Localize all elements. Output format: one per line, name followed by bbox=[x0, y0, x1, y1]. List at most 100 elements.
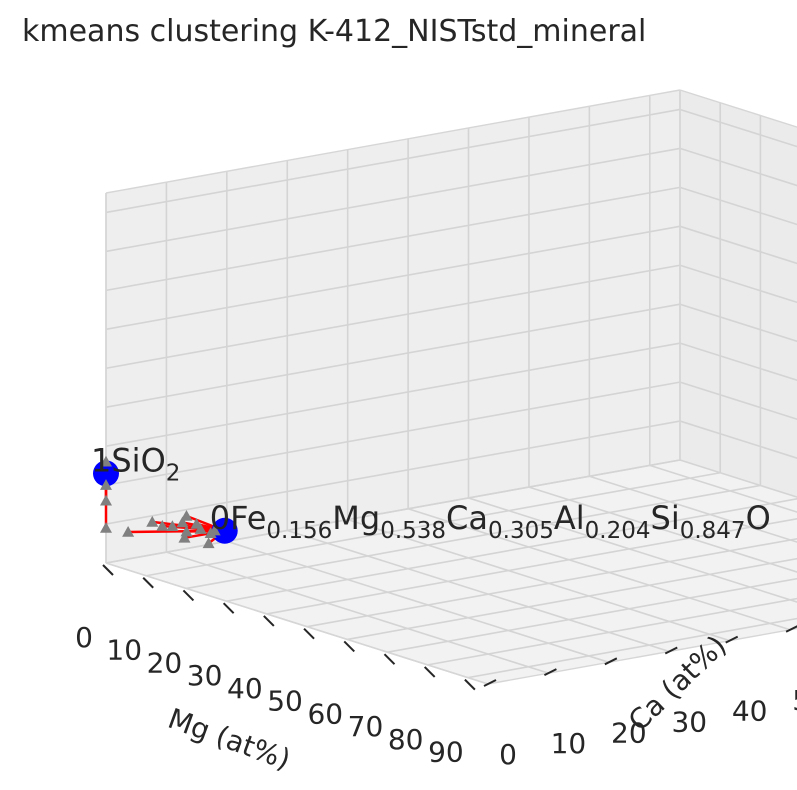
x-tick-label: 30 bbox=[187, 659, 223, 692]
centroid-label-0: 0Fe0.156Mg0.538Ca0.305Al0.204Si0.847O bbox=[210, 499, 771, 544]
grid-line-z-back bbox=[679, 381, 797, 421]
x-tick-mark bbox=[263, 615, 275, 627]
x-tick-mark bbox=[343, 640, 355, 653]
pane-edge bbox=[105, 562, 489, 685]
grid-line-z-left bbox=[105, 303, 681, 408]
pane-edge bbox=[105, 89, 681, 194]
grid-line-x-floor bbox=[427, 597, 797, 666]
centroid-marker bbox=[211, 517, 238, 544]
y-tick-mark bbox=[725, 635, 739, 644]
grid-line-z-left bbox=[105, 108, 681, 214]
grid-line-x-floor bbox=[266, 518, 797, 615]
grid-line-z-back bbox=[679, 147, 797, 187]
axis-panes bbox=[106, 90, 797, 684]
left-pane bbox=[106, 90, 680, 563]
grid-line-y-floor bbox=[287, 529, 670, 653]
chart-title: kmeans clustering K-412_NISTstd_mineral bbox=[22, 14, 647, 49]
centroid-marker bbox=[93, 460, 119, 487]
y-tick-mark bbox=[785, 625, 797, 633]
grid-line-y-floor bbox=[226, 540, 610, 664]
data-point-triangle bbox=[194, 523, 207, 534]
grid-line-z-left bbox=[105, 342, 681, 447]
data-point-triangle bbox=[100, 494, 112, 506]
grid-line-z-back bbox=[679, 186, 797, 226]
grid-line-z-left bbox=[105, 420, 681, 525]
grid-line-x-floor bbox=[387, 577, 797, 653]
y-tick-label: 40 bbox=[732, 695, 768, 728]
grid-lines bbox=[105, 89, 797, 685]
grid-line-z-back bbox=[679, 303, 797, 343]
pane-edge bbox=[487, 627, 797, 685]
y-tick-label: 20 bbox=[611, 716, 647, 749]
data-point-triangle bbox=[156, 520, 169, 531]
data-marks bbox=[93, 455, 238, 549]
grid-line-z-left bbox=[105, 225, 681, 331]
grid-line-z-back bbox=[679, 108, 797, 148]
data-point-triangle bbox=[180, 509, 193, 521]
grid-line-z-back bbox=[679, 264, 797, 304]
grid-line-z-back bbox=[679, 342, 797, 382]
x-tick-label: 20 bbox=[147, 646, 183, 679]
y-tick-mark bbox=[483, 679, 497, 687]
x-tick-label: 60 bbox=[307, 697, 343, 730]
data-point-triangle bbox=[202, 537, 215, 549]
x-tick-label: 90 bbox=[428, 736, 464, 769]
grid-line-x-floor bbox=[226, 498, 797, 602]
grid-line-y-floor bbox=[166, 551, 549, 674]
x-tick-label: 40 bbox=[227, 672, 263, 705]
x-tick-mark bbox=[102, 564, 114, 576]
grid-line-z-back bbox=[679, 225, 797, 265]
grid-line-z-left bbox=[105, 147, 681, 253]
x-tick-mark bbox=[182, 589, 195, 602]
grid-line-y-floor bbox=[589, 475, 797, 543]
centroid-label-1: 1SiO2 bbox=[91, 441, 180, 486]
y-tick-label: 10 bbox=[551, 727, 587, 760]
x-tick-mark bbox=[383, 653, 396, 665]
y-tick-mark bbox=[604, 657, 618, 666]
x-tick-mark bbox=[222, 602, 235, 614]
data-point-triangle bbox=[100, 455, 112, 467]
grid-line-y-floor bbox=[407, 508, 791, 631]
data-point-triangle bbox=[100, 521, 112, 533]
data-point-triangle bbox=[122, 525, 135, 537]
data-point-triangle bbox=[208, 524, 221, 536]
grid-line-x-floor bbox=[347, 557, 797, 641]
grid-line-z-left bbox=[105, 381, 681, 486]
grid-line-y-floor bbox=[468, 497, 797, 603]
data-point-triangle bbox=[166, 520, 179, 531]
data-point-triangle bbox=[178, 531, 191, 543]
grid-line-y-floor bbox=[649, 464, 797, 513]
x-tick-mark bbox=[303, 627, 315, 640]
back-pane bbox=[680, 90, 797, 498]
y-tick-mark bbox=[543, 668, 557, 677]
x-tick-label: 80 bbox=[388, 723, 424, 756]
x-tick-mark bbox=[142, 577, 154, 589]
grid-line-z-back bbox=[679, 420, 797, 459]
tick-marks bbox=[102, 564, 797, 691]
x-tick-mark bbox=[464, 678, 476, 691]
x-tick-label: 50 bbox=[267, 685, 303, 718]
grid-line-y-floor bbox=[528, 486, 797, 573]
tick-labels: 0001010102020203030304040405050506060607… bbox=[75, 621, 797, 771]
x-tick-label: 70 bbox=[348, 710, 384, 743]
y-tick-label: 30 bbox=[671, 705, 707, 738]
grid-line-x-floor bbox=[306, 537, 797, 628]
x-tick-mark bbox=[423, 666, 436, 678]
grid-line-z-left bbox=[105, 186, 681, 292]
y-tick-label: 0 bbox=[499, 738, 517, 771]
centroid-annotations: 0Fe0.156Mg0.538Ca0.305Al0.204Si0.847O 1Si… bbox=[91, 441, 771, 543]
pane-edge bbox=[679, 89, 797, 128]
grid-line-x-floor bbox=[146, 471, 721, 577]
floor-pane bbox=[106, 460, 797, 684]
data-point-triangle bbox=[146, 515, 159, 527]
x-tick-label: 10 bbox=[106, 634, 142, 667]
grid-line-x-floor bbox=[467, 617, 797, 679]
grid-line-z-left bbox=[105, 459, 681, 564]
x-tick-label: 0 bbox=[75, 621, 93, 654]
grid-line-z-left bbox=[105, 264, 681, 370]
grid-line-x-floor bbox=[186, 484, 761, 590]
data-point-triangle bbox=[176, 516, 189, 528]
grid-line-y-floor bbox=[347, 518, 730, 642]
grid-line-z-back bbox=[679, 459, 797, 498]
